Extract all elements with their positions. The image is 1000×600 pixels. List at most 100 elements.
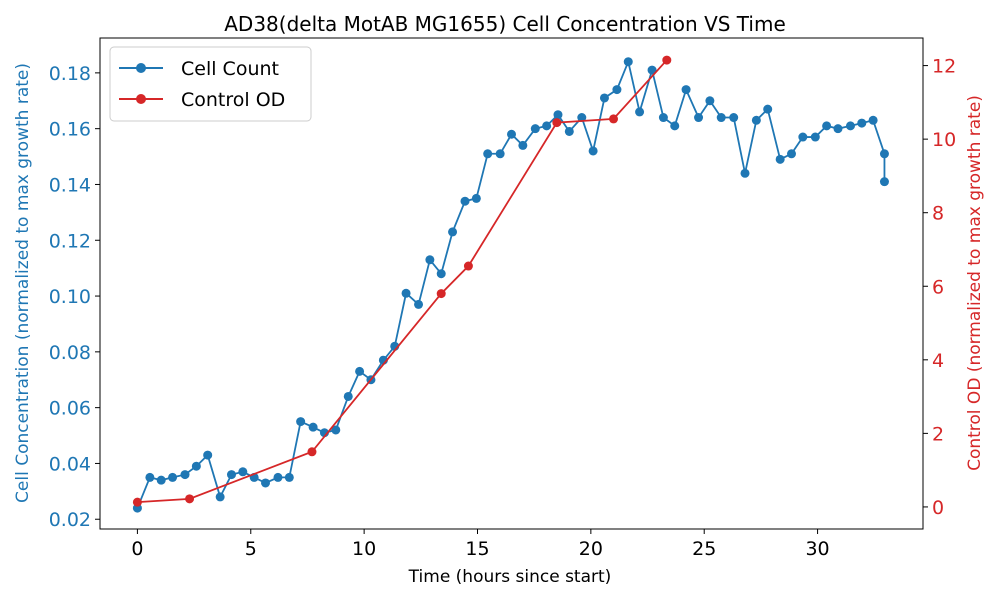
y-tick-label-right: 4 bbox=[932, 350, 944, 372]
series-layer bbox=[132, 55, 889, 513]
data-point-cell-count bbox=[284, 472, 294, 482]
data-point-cell-count bbox=[471, 193, 481, 203]
data-point-cell-count bbox=[879, 177, 889, 187]
legend-marker-control-od bbox=[136, 94, 146, 104]
data-point-cell-count bbox=[716, 113, 726, 123]
data-point-cell-count bbox=[798, 132, 808, 142]
data-point-control-od bbox=[609, 114, 619, 124]
y-tick-label-right: 12 bbox=[932, 56, 956, 78]
y-tick-label-right: 8 bbox=[932, 203, 944, 225]
data-point-cell-count bbox=[599, 93, 609, 103]
data-point-control-od bbox=[185, 494, 195, 504]
y-tick-label-right: 2 bbox=[932, 423, 944, 445]
y-axis-right: 0 2 4 6 8 10 12 bbox=[923, 56, 956, 519]
x-tick-label: 25 bbox=[692, 538, 716, 560]
y-tick-label-right: 0 bbox=[932, 497, 944, 519]
data-point-cell-count bbox=[460, 196, 470, 206]
data-point-control-od bbox=[662, 55, 672, 65]
data-point-control-od bbox=[436, 289, 446, 299]
y-tick-label-left: 0.18 bbox=[49, 63, 91, 85]
series-line-control-od bbox=[137, 59, 668, 504]
data-point-cell-count bbox=[751, 115, 761, 125]
y-tick-label-left: 0.12 bbox=[49, 230, 91, 252]
legend-label-control-od: Control OD bbox=[181, 89, 285, 111]
data-point-cell-count bbox=[156, 475, 166, 485]
data-point-cell-count bbox=[705, 96, 715, 106]
data-point-cell-count bbox=[694, 113, 704, 123]
x-axis: 0 5 10 15 20 25 30 bbox=[131, 529, 830, 560]
data-point-cell-count bbox=[296, 417, 306, 427]
data-point-cell-count bbox=[670, 121, 680, 131]
data-point-cell-count bbox=[355, 366, 365, 376]
data-point-cell-count bbox=[868, 115, 878, 125]
data-point-cell-count bbox=[436, 269, 446, 279]
y-tick-label-left: 0.06 bbox=[49, 398, 91, 420]
legend-marker-cell-count bbox=[136, 63, 146, 73]
data-point-cell-count bbox=[810, 132, 820, 142]
y-tick-label-right: 6 bbox=[932, 276, 944, 298]
x-tick-label: 5 bbox=[245, 538, 257, 560]
legend-label-cell-count: Cell Count bbox=[181, 58, 279, 80]
data-point-cell-count bbox=[740, 168, 750, 178]
y-axis-label-left: Cell Concentration (normalized to max gr… bbox=[13, 63, 33, 503]
data-point-cell-count bbox=[448, 227, 458, 237]
y-tick-label-left: 0.10 bbox=[49, 286, 91, 308]
data-point-cell-count bbox=[775, 154, 785, 164]
data-point-control-od bbox=[552, 118, 562, 128]
data-point-cell-count bbox=[623, 57, 633, 67]
y-tick-label-left: 0.08 bbox=[49, 342, 91, 364]
legend-box bbox=[109, 46, 312, 122]
data-point-cell-count bbox=[203, 450, 213, 460]
data-point-cell-count bbox=[612, 85, 622, 95]
data-point-control-od bbox=[132, 497, 142, 507]
x-tick-label: 15 bbox=[465, 538, 489, 560]
y-tick-label-right: 10 bbox=[932, 129, 956, 151]
data-point-cell-count bbox=[507, 129, 516, 139]
data-point-cell-count bbox=[787, 149, 796, 159]
data-point-cell-count bbox=[564, 126, 574, 136]
data-point-cell-count bbox=[518, 140, 528, 150]
x-axis-label: Time (hours since start) bbox=[408, 567, 612, 587]
data-point-cell-count bbox=[681, 85, 691, 95]
data-point-control-od bbox=[307, 447, 317, 457]
data-point-cell-count bbox=[658, 113, 668, 123]
data-point-cell-count bbox=[763, 104, 773, 114]
data-point-cell-count bbox=[215, 492, 225, 502]
x-tick-label: 30 bbox=[805, 538, 829, 560]
data-point-cell-count bbox=[833, 124, 843, 134]
y-tick-label-left: 0.14 bbox=[49, 174, 91, 196]
data-point-cell-count bbox=[308, 422, 318, 432]
data-point-cell-count bbox=[483, 149, 493, 159]
data-point-cell-count bbox=[331, 425, 341, 435]
data-point-cell-count bbox=[542, 121, 552, 131]
data-point-cell-count bbox=[343, 391, 353, 401]
data-point-control-od bbox=[463, 261, 473, 271]
y-tick-label-left: 0.16 bbox=[49, 119, 91, 141]
chart-title: AD38(delta MotAB MG1655) Cell Concentrat… bbox=[224, 12, 786, 36]
data-point-cell-count bbox=[635, 107, 645, 117]
plot-frame bbox=[99, 37, 924, 530]
data-point-cell-count bbox=[577, 113, 587, 123]
data-point-cell-count bbox=[273, 472, 283, 482]
data-point-cell-count bbox=[401, 288, 411, 298]
data-point-cell-count bbox=[425, 255, 435, 265]
y-axis-label-right: Control OD (normalized to max growth rat… bbox=[965, 95, 985, 471]
data-point-cell-count bbox=[857, 118, 867, 128]
data-point-cell-count bbox=[168, 472, 178, 482]
data-point-cell-count bbox=[822, 121, 832, 131]
data-point-cell-count bbox=[879, 149, 889, 159]
x-tick-label: 20 bbox=[579, 538, 603, 560]
series-line-cell-count bbox=[136, 58, 886, 509]
x-tick-label: 10 bbox=[352, 538, 376, 560]
data-point-cell-count bbox=[180, 470, 190, 480]
data-point-cell-count bbox=[191, 461, 201, 471]
y-tick-label-left: 0.02 bbox=[49, 509, 91, 531]
data-point-cell-count bbox=[145, 472, 155, 482]
data-point-cell-count bbox=[729, 113, 739, 123]
data-point-cell-count bbox=[414, 299, 424, 309]
legend: Cell Count Control OD bbox=[109, 46, 312, 122]
data-point-cell-count bbox=[495, 149, 505, 159]
data-point-cell-count bbox=[845, 121, 855, 131]
data-point-cell-count bbox=[553, 110, 563, 120]
